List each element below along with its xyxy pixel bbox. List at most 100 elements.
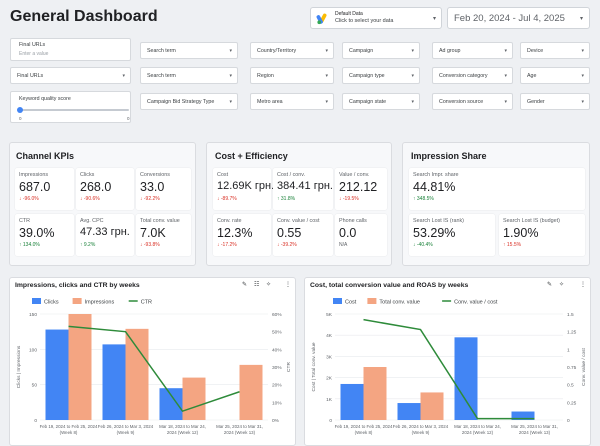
bid-strategy-label: Campaign Bid Strategy Type — [147, 99, 215, 105]
campaign-filter[interactable]: Campaign ▾ — [342, 42, 420, 59]
slider-min-value: 0 — [19, 116, 22, 121]
kpi-name: Clicks — [80, 172, 95, 178]
datasource-selector[interactable]: Default Data Click to select your data ▾ — [310, 7, 442, 29]
chevron-down-icon: ▾ — [325, 73, 328, 79]
legend-swatch — [72, 298, 82, 304]
y-axis-label: Clicks | Impressions — [16, 345, 22, 388]
search-term-filter-2[interactable]: Search term ▾ — [140, 67, 238, 84]
y2-tick-label: 40% — [272, 347, 282, 353]
conversion-category-filter[interactable]: Conversion category ▾ — [432, 67, 513, 84]
kpi-value: 7.0K — [140, 226, 166, 240]
x-tick-label: Mar 25, 2024 to Mar 31, — [216, 424, 263, 429]
y2-tick-label: 20% — [272, 383, 282, 389]
datasource-title: Default Data — [335, 11, 363, 17]
kpi-delta: N/A — [339, 242, 348, 248]
y-tick-label: 150 — [29, 312, 37, 318]
kpi-delta: ↓ -89.7% — [217, 196, 237, 202]
kpi-name: CTR — [19, 218, 31, 224]
impression-share-title: Impression Share — [411, 151, 487, 161]
final-urls-filter[interactable]: Final URLs Enter a value — [10, 38, 131, 61]
country-filter[interactable]: Country/Territory ▾ — [250, 42, 334, 59]
device-label: Device — [527, 48, 544, 54]
kpi-name: Total conv. value — [140, 218, 180, 224]
edit-icon[interactable]: ✎ — [242, 282, 248, 288]
filter-icon[interactable]: ☷ — [254, 282, 260, 288]
cost-conv-value-roas-chart: Cost Total conv. value Conv. value / cost 5… — [311, 298, 587, 435]
kpi-delta: ↓ -90.6% — [80, 196, 100, 202]
kpi-value: 212.12 — [339, 180, 378, 194]
kpi-value: 12.3% — [217, 226, 253, 240]
y2-tick-label: 1 — [567, 347, 570, 353]
y-tick-label: 4K — [326, 333, 333, 339]
campaign-state-label: Campaign state — [349, 99, 387, 105]
explore-icon[interactable]: ✧ — [266, 282, 272, 288]
edit-icon[interactable]: ✎ — [547, 282, 553, 288]
kpi-name: Impressions — [19, 172, 49, 178]
kpi-card: Value / conv. 212.12 ↓ -19.5% — [335, 168, 387, 210]
datasource-subtitle: Click to select your data — [335, 18, 394, 24]
region-filter[interactable]: Region ▾ — [250, 67, 334, 84]
more-vert-icon[interactable]: ⋮ — [580, 282, 586, 288]
y-tick-label: 5K — [326, 312, 333, 318]
bar — [102, 344, 126, 420]
metro-area-filter[interactable]: Metro area ▾ — [250, 93, 334, 110]
kpi-card: Search Lost IS (rank) 53.29% ↓ -40.4% — [409, 214, 495, 256]
explore-icon[interactable]: ✧ — [559, 282, 565, 288]
chevron-down-icon: ▾ — [229, 99, 232, 105]
chevron-down-icon: ▾ — [122, 73, 125, 79]
kpi-name: Search Lost IS (budget) — [503, 218, 560, 224]
kpi-name: Avg. CPC — [80, 218, 104, 224]
chevron-down-icon: ▾ — [325, 48, 328, 54]
ad-group-filter[interactable]: Ad group ▾ — [432, 42, 513, 59]
legend-label: Conv. value / cost — [454, 300, 498, 306]
bar — [420, 392, 444, 420]
final-urls-dropdown[interactable]: Final URLs ▾ — [10, 67, 131, 84]
y-tick-label: 50 — [32, 383, 38, 389]
x-tick-label: (Week 9) — [412, 430, 430, 435]
keyword-quality-filter[interactable]: Keyword quality score 0 0 — [10, 91, 131, 123]
x-tick-label: Feb 26, 2024 to Mar 3, 2024 — [393, 424, 449, 429]
chevron-down-icon: ▾ — [581, 99, 584, 105]
keyword-quality-slider-track[interactable] — [19, 109, 129, 111]
kpi-name: Conversions — [140, 172, 170, 178]
y2-tick-label: 60% — [272, 312, 282, 318]
date-range-value: Feb 20, 2024 - Jul 4, 2025 — [454, 13, 565, 24]
kpi-value: 0.55 — [277, 226, 302, 240]
date-range-picker[interactable]: Feb 20, 2024 - Jul 4, 2025 ▾ — [447, 7, 590, 29]
x-tick-label: Mar 18, 2024 to Mar 24, — [159, 424, 206, 429]
kpi-value: 33.0 — [140, 180, 165, 194]
kpi-name: Search Lost IS (rank) — [413, 218, 464, 224]
x-tick-label: 2024 (Week 12) — [462, 430, 494, 435]
chevron-down-icon: ▾ — [229, 48, 232, 54]
x-tick-label: Mar 25, 2024 to Mar 31, — [511, 424, 558, 429]
chevron-down-icon: ▾ — [581, 48, 584, 54]
x-tick-label: 2024 (Week 12) — [167, 430, 199, 435]
x-tick-label: Mar 18, 2024 to Mar 24, — [454, 424, 501, 429]
gender-filter[interactable]: Gender ▾ — [520, 93, 590, 110]
y2-tick-label: 50% — [272, 330, 282, 336]
campaign-state-filter[interactable]: Campaign state ▾ — [342, 93, 420, 110]
bid-strategy-filter[interactable]: Campaign Bid Strategy Type ▾ — [140, 93, 238, 110]
final-urls-input[interactable]: Enter a value — [19, 51, 49, 57]
bar — [511, 411, 535, 420]
search-term-label: Search term — [147, 48, 176, 54]
x-tick-label: 2024 (Week 13) — [519, 430, 551, 435]
chevron-down-icon: ▾ — [579, 16, 583, 22]
y-tick-label: 100 — [29, 347, 37, 353]
y2-tick-label: 0% — [272, 418, 280, 424]
search-term-filter-1[interactable]: Search term ▾ — [140, 42, 238, 59]
kpi-card: Clicks 268.0 ↓ -90.6% — [76, 168, 134, 210]
kpi-delta: ↓ -40.4% — [413, 242, 433, 248]
conversion-source-filter[interactable]: Conversion source ▾ — [432, 93, 513, 110]
chevron-down-icon: ▾ — [325, 99, 328, 105]
kpi-value: 39.0% — [19, 226, 55, 240]
legend-label: Cost — [345, 300, 357, 306]
kpi-card: Phone calls 0.0 N/A — [335, 214, 387, 256]
device-filter[interactable]: Device ▾ — [520, 42, 590, 59]
legend-label: Impressions — [85, 300, 115, 306]
kpi-delta: ↓ -19.5% — [339, 196, 359, 202]
more-vert-icon[interactable]: ⋮ — [285, 282, 291, 288]
age-filter[interactable]: Age ▾ — [520, 67, 590, 84]
slider-handle-min[interactable] — [17, 107, 23, 113]
campaign-type-filter[interactable]: Campaign type ▾ — [342, 67, 420, 84]
